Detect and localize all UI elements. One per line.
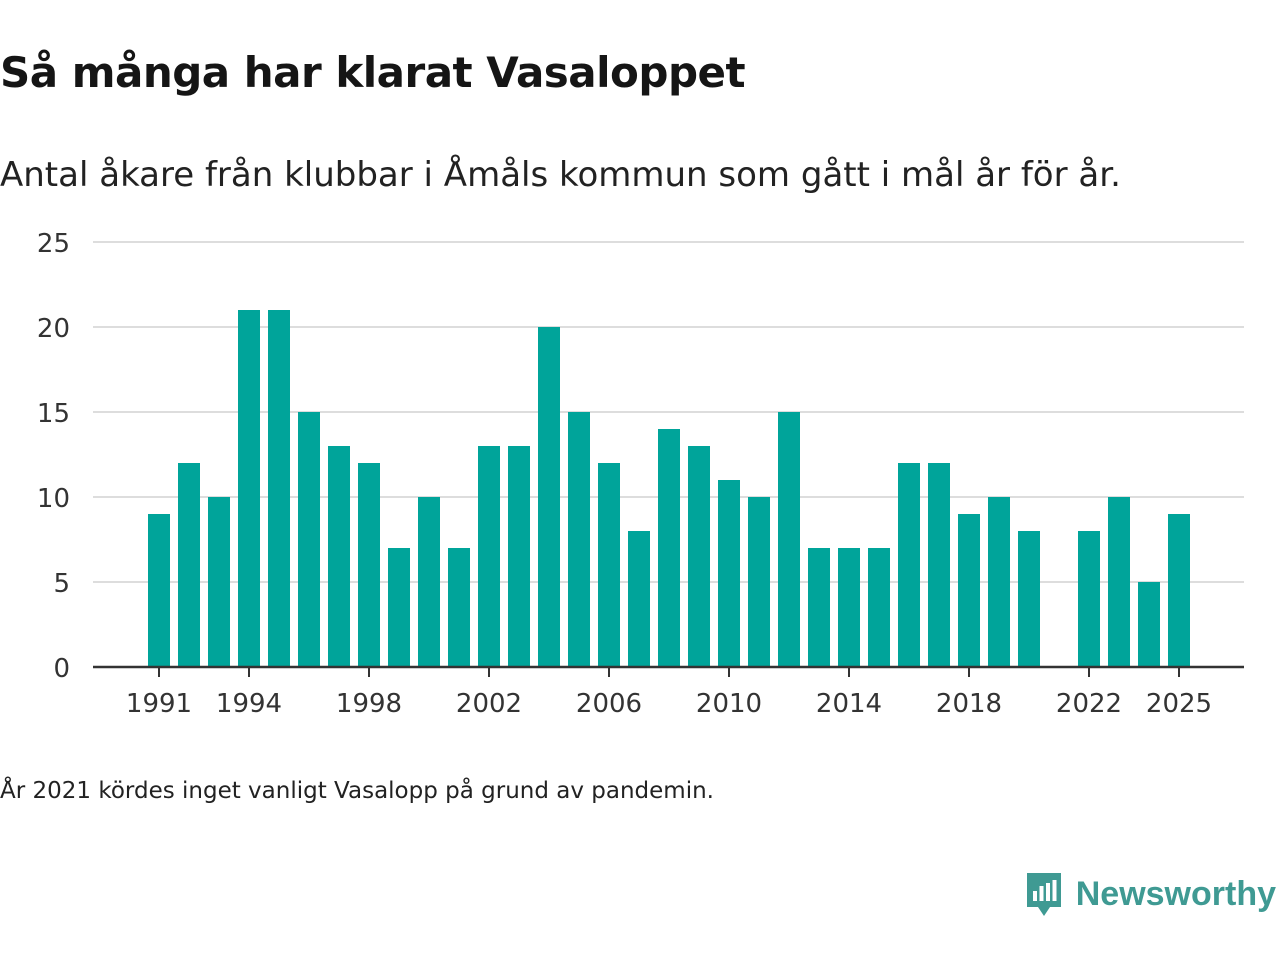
bar-1995 [268,310,290,667]
y-tick-label: 15 [37,399,70,429]
bar-2005 [568,412,590,667]
x-tick-label: 2014 [816,689,882,719]
bar-2023 [1108,497,1130,667]
x-tick-label: 1994 [216,689,282,719]
bar-2020 [1018,531,1040,667]
x-tick-label: 2010 [696,689,762,719]
y-tick-label: 10 [37,484,70,514]
bar-2000 [418,497,440,667]
y-tick-label: 5 [53,569,70,599]
x-tick-label: 2025 [1146,689,1212,719]
x-tick-label: 1991 [126,689,192,719]
bar-2007 [628,531,650,667]
bar-2024 [1138,582,1160,667]
brand-logo: Newsworthy [1024,870,1276,918]
y-tick-label: 0 [53,654,70,684]
x-tick-label: 2006 [576,689,642,719]
bar-2017 [928,463,950,667]
x-tick-label: 2002 [456,689,522,719]
bar-2013 [808,548,830,667]
bar-2019 [988,497,1010,667]
bar-1994 [238,310,260,667]
bar-2015 [868,548,890,667]
bar-2016 [898,463,920,667]
bar-1996 [298,412,320,667]
bar-1997 [328,446,350,667]
x-tick-label: 2018 [936,689,1002,719]
bar-2009 [688,446,710,667]
chart-subtitle: Antal åkare från klubbar i Åmåls kommun … [0,155,1121,195]
bar-2012 [778,412,800,667]
bar-1999 [388,548,410,667]
brand-name: Newsworthy [1075,874,1276,913]
bar-1992 [178,463,200,667]
bar-2014 [838,548,860,667]
bar-2008 [658,429,680,667]
chart-title: Så många har klarat Vasaloppet [0,48,746,97]
bar-1998 [358,463,380,667]
bar-2018 [958,514,980,667]
bar-2004 [538,327,560,667]
bar-2010 [718,480,740,667]
y-tick-label: 20 [37,314,70,344]
x-tick-label: 2022 [1056,689,1122,719]
x-tick-label: 1998 [336,689,402,719]
y-tick-label: 25 [37,229,70,259]
bar-1993 [208,497,230,667]
bar-1991 [148,514,170,667]
bar-2025 [1168,514,1190,667]
bar-2011 [748,497,770,667]
bar-2003 [508,446,530,667]
bar-2002 [478,446,500,667]
bar-2001 [448,548,470,667]
bar-2006 [598,463,620,667]
bar-2022 [1078,531,1100,667]
newsworthy-logo-icon [1026,873,1061,916]
chart-footnote: År 2021 kördes inget vanligt Vasalopp på… [0,778,714,804]
